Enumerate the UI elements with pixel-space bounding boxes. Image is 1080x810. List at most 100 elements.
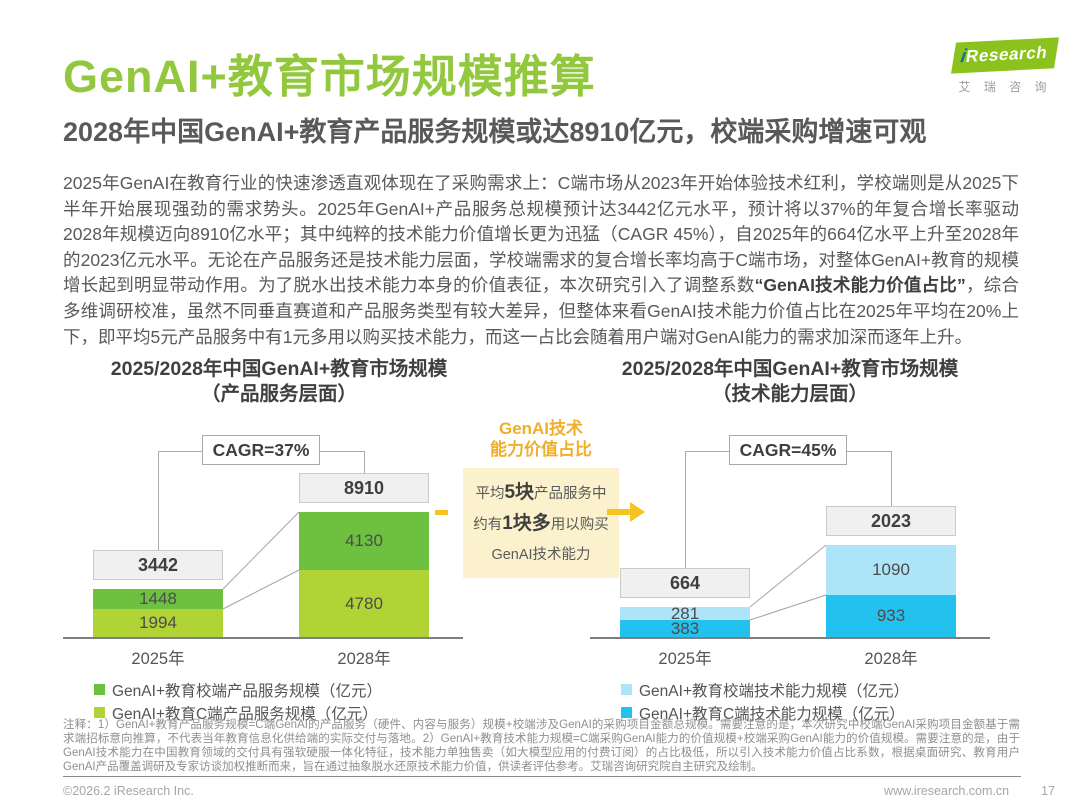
logo-brand-chinese: 艾 瑞 咨 询	[958, 80, 1052, 94]
annotation-line3: GenAI技术能力	[491, 547, 591, 563]
plot-area: CAGR=45% 664 2023 281 383 1090 933 2025年…	[590, 430, 990, 670]
chart-title-line2: （技术能力层面）	[711, 383, 868, 405]
annotation-emphasis: 5块	[504, 482, 535, 503]
x-label-2028: 2028年	[864, 650, 918, 668]
value-share-annotation: GenAI技术 能力价值占比 平均5块产品服务中 约有1块多用以购买 GenAI…	[433, 418, 649, 578]
chart-product-service: 2025/2028年中国GenAI+教育市场规模 （产品服务层面） CAGR=3…	[63, 357, 463, 724]
total-label-2025: 664	[620, 568, 750, 598]
connector-lines	[749, 544, 827, 621]
plot-area: CAGR=37% 3442 8910 1448 1994 4130 4780 2…	[63, 430, 463, 670]
bar-2025: 281 383	[620, 604, 750, 638]
segment-value: 933	[876, 606, 906, 625]
arrow-right-icon	[607, 502, 645, 522]
connector-top	[749, 544, 827, 608]
annotation-box: 平均5块产品服务中 约有1块多用以购买 GenAI技术能力	[463, 468, 619, 578]
total-label-2028: 8910	[299, 473, 429, 503]
bar-2028: 1090 933	[826, 545, 956, 637]
connector-boundary	[749, 594, 827, 621]
legend-label: GenAI+教育C端技术能力规模（亿元）	[639, 705, 905, 723]
bar-segment-consumer: 933	[826, 595, 956, 637]
x-label-2025: 2025年	[658, 650, 712, 668]
body-text-key-term: “GenAI技术能力价值占比”	[754, 275, 966, 296]
chart-legend: GenAI+教育校端产品服务规模（亿元） GenAI+教育C端产品服务规模（亿元…	[63, 678, 463, 724]
total-label-2028: 2023	[826, 506, 956, 536]
footer: ©2026.2 iResearch Inc. www.iresearch.com…	[63, 784, 1055, 798]
annotation-line2: 约有1块多用以购买	[463, 509, 619, 540]
connector-lines	[222, 511, 300, 610]
bar-segment-school: 1448	[93, 589, 223, 609]
body-text-part2: ，综合多维调研校准，虽然不同垂直赛道和产品服务类型有较大差异，但整体来看GenA…	[63, 275, 1019, 347]
chart-title-line1: 2025/2028年中国GenAI+教育市场规模	[110, 358, 448, 380]
legend-label: GenAI+教育校端产品服务规模（亿元）	[112, 682, 382, 700]
cagr-label: CAGR=45%	[729, 435, 847, 465]
bar-2025: 1448 1994	[93, 589, 223, 637]
x-label-2025: 2025年	[131, 650, 185, 668]
annotation-title: GenAI技术 能力价值占比	[433, 418, 649, 460]
footer-page-number: 17	[1041, 784, 1055, 798]
legend-label: GenAI+教育C端产品服务规模（亿元）	[112, 705, 378, 723]
bar-segment-consumer: 1994	[93, 609, 223, 637]
logo-brand-text: Research	[964, 42, 1050, 67]
bar-segment-school: 4130	[299, 512, 429, 570]
legend-swatch-school	[621, 684, 632, 695]
total-label-2025: 3442	[93, 550, 223, 580]
cagr-bracket-drop-left	[685, 451, 686, 568]
connector-top	[222, 511, 300, 590]
chart-legend: GenAI+教育校端技术能力规模（亿元） GenAI+教育C端技术能力规模（亿元…	[590, 678, 990, 724]
bar-segment-consumer: 4780	[299, 570, 429, 637]
bar-2028: 4130 4780	[299, 512, 429, 637]
dash-connector-icon	[435, 510, 448, 515]
legend-swatch-school	[94, 684, 105, 695]
chart-title: 2025/2028年中国GenAI+教育市场规模 （技术能力层面）	[590, 357, 990, 414]
connector-boundary	[222, 569, 300, 610]
annotation-text: 用以购买	[550, 517, 609, 533]
legend-item-consumer: GenAI+教育C端产品服务规模（亿元）	[94, 701, 463, 724]
footer-website: www.iresearch.com.cn	[884, 784, 1010, 798]
annotation-line1: 平均5块产品服务中	[463, 478, 619, 509]
chart-title: 2025/2028年中国GenAI+教育市场规模 （产品服务层面）	[79, 357, 479, 414]
x-axis-line	[590, 637, 990, 639]
iresearch-logo-mark: iResearch	[951, 37, 1059, 74]
footer-right: www.iresearch.com.cn 17	[852, 784, 1055, 798]
segment-value: 1090	[872, 560, 910, 579]
legend-item-consumer: GenAI+教育C端技术能力规模（亿元）	[621, 701, 990, 724]
footer-copyright: ©2026.2 iResearch Inc.	[63, 784, 194, 798]
footnote: 注释：1）GenAI+教育产品服务规模=C端GenAI的产品服务（硬件、内容与服…	[63, 719, 1020, 773]
x-axis-line	[63, 637, 463, 639]
legend-swatch-consumer	[621, 707, 632, 718]
cagr-label: CAGR=37%	[202, 435, 320, 465]
segment-value: 383	[670, 618, 700, 638]
footer-divider	[63, 776, 1021, 777]
chart-tech-capability: 2025/2028年中国GenAI+教育市场规模 （技术能力层面） CAGR=4…	[590, 357, 990, 724]
chart-title-line1: 2025/2028年中国GenAI+教育市场规模	[621, 358, 959, 380]
segment-value: 4780	[345, 593, 383, 613]
segment-value: 281	[670, 603, 700, 623]
cagr-bracket-drop-right	[891, 451, 892, 506]
cagr-bracket-drop-left	[158, 451, 159, 550]
annotation-emphasis: 1块多	[502, 513, 551, 534]
x-label-2028: 2028年	[337, 650, 391, 668]
segment-value: 1448	[139, 589, 177, 608]
cagr-bracket-drop-right	[364, 451, 365, 473]
bar-segment-school: 1090	[826, 545, 956, 595]
annotation-text: 产品服务中	[534, 486, 607, 502]
bar-segment-consumer: 383	[620, 618, 750, 638]
segment-value: 4130	[345, 531, 383, 550]
chart-title-line2: （产品服务层面）	[200, 383, 357, 405]
body-text-part1: 2025年GenAI在教育行业的快速渗透直观体现在了采购需求上：C端市场从202…	[63, 173, 1019, 296]
annotation-text: 约有	[473, 517, 503, 533]
iresearch-logo: iResearch 艾 瑞 咨 询	[950, 37, 1060, 95]
annotation-text: 平均	[475, 486, 505, 502]
page-subtitle: 2028年中国GenAI+教育产品服务规模或达8910亿元，校端采购增速可观	[63, 117, 927, 147]
body-paragraph: 2025年GenAI在教育行业的快速渗透直观体现在了采购需求上：C端市场从202…	[63, 171, 1019, 350]
annotation-title-line1: GenAI技术	[498, 419, 584, 438]
annotation-title-line2: 能力价值占比	[490, 440, 592, 459]
legend-label: GenAI+教育校端技术能力规模（亿元）	[639, 682, 909, 700]
segment-value: 1994	[139, 613, 177, 632]
page-title: GenAI+教育市场规模推算	[63, 51, 596, 102]
legend-swatch-consumer	[94, 707, 105, 718]
legend-item-school: GenAI+教育校端产品服务规模（亿元）	[94, 678, 463, 701]
legend-item-school: GenAI+教育校端技术能力规模（亿元）	[621, 678, 990, 701]
bar-segment-school: 281	[620, 604, 750, 623]
